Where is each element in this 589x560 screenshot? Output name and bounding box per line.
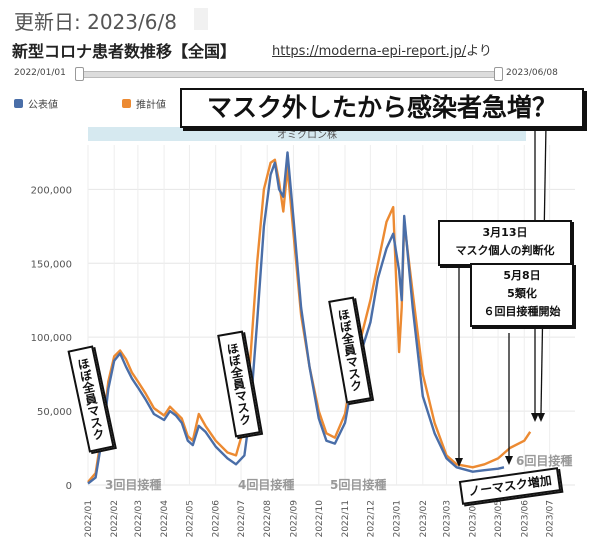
x-tick-label: 2022/12 bbox=[366, 500, 376, 537]
legend-label-estimated: 推計値 bbox=[136, 100, 166, 111]
page-title: 新型コロナ患者数推移【全国】 bbox=[12, 42, 237, 61]
x-tick-label: 2023/07 bbox=[546, 500, 556, 537]
y-tick-label: 200,000 bbox=[31, 185, 72, 196]
series-lines bbox=[87, 151, 532, 485]
x-tick-label: 2022/09 bbox=[289, 500, 299, 538]
x-tick-label: 2023/02 bbox=[419, 500, 429, 537]
dose4-label: 4回目接種 bbox=[238, 477, 294, 492]
blank-box bbox=[194, 8, 208, 30]
x-tick-label: 2023/01 bbox=[393, 500, 403, 537]
legend-swatch-estimated bbox=[122, 99, 131, 108]
y-tick-label: 100,000 bbox=[31, 333, 72, 344]
march13-callout: 3月13日 マスク個人の判断化 bbox=[438, 220, 572, 266]
dose-labels: 3回目接種 4回目接種 5回目接種 6回目接種 bbox=[105, 453, 572, 492]
range-end-label: 2023/06/08 bbox=[506, 68, 558, 78]
range-start-label: 2022/01/01 bbox=[14, 68, 66, 78]
x-tick-label: 2023/04 bbox=[469, 500, 479, 538]
x-tick-label: 2022/03 bbox=[134, 500, 144, 537]
source-attribution: https://moderna-epi-report.jp/より bbox=[272, 40, 492, 59]
range-start-handle[interactable] bbox=[75, 67, 84, 81]
x-tick-label: 2022/04 bbox=[160, 500, 170, 538]
y-axis: 0 50,000 100,000 150,000 200,000 bbox=[31, 185, 72, 492]
legend-swatch-official bbox=[14, 99, 23, 108]
x-tick-label: 2022/01 bbox=[84, 500, 94, 537]
updated-date: 更新日: 2023/6/8 bbox=[14, 10, 177, 34]
x-tick-label: 2022/10 bbox=[315, 500, 325, 538]
x-axis: 2022/01 2022/02 2022/03 2022/04 2022/05 2022/… bbox=[84, 500, 556, 538]
omicron-band-label: オミクロン株 bbox=[277, 128, 337, 141]
x-tick-label: 2022/05 bbox=[185, 500, 195, 537]
x-tick-label: 2023/03 bbox=[442, 500, 452, 537]
may8-callout: 5月8日 5類化 ６回目接種開始 bbox=[470, 263, 574, 327]
may8-line1: 5類化 bbox=[507, 287, 537, 300]
dose5-label: 5回目接種 bbox=[330, 477, 386, 492]
march13-date: 3月13日 bbox=[482, 226, 528, 239]
y-tick-label: 50,000 bbox=[37, 407, 72, 418]
legend-label-official: 公表値 bbox=[28, 100, 58, 111]
dose6-label: 6回目接種 bbox=[516, 453, 572, 468]
legend-item-estimated[interactable]: 推計値 bbox=[122, 96, 166, 111]
x-tick-label: 2022/11 bbox=[341, 500, 351, 537]
y-tick-label: 150,000 bbox=[31, 259, 72, 270]
x-tick-label: 2023/06 bbox=[520, 500, 530, 538]
x-tick-label: 2022/08 bbox=[263, 500, 273, 538]
y-tick-label: 0 bbox=[66, 481, 72, 492]
dose3-label: 3回目接種 bbox=[105, 477, 161, 492]
series-line-official bbox=[87, 151, 505, 485]
omicron-band bbox=[88, 127, 526, 141]
x-tick-label: 2022/02 bbox=[110, 500, 120, 537]
headline-callout: マスク外したから感染者急増？ bbox=[180, 88, 584, 128]
x-tick-label: 2022/07 bbox=[237, 500, 247, 537]
x-tick-label: 2023/05 bbox=[494, 500, 504, 537]
may8-date: 5月8日 bbox=[503, 269, 541, 282]
source-suffix: より bbox=[466, 44, 492, 59]
may8-line2: ６回目接種開始 bbox=[483, 305, 561, 318]
series-line-estimated bbox=[87, 158, 532, 483]
source-link[interactable]: https://moderna-epi-report.jp/ bbox=[272, 44, 467, 59]
x-tick-label: 2022/06 bbox=[212, 500, 222, 538]
march13-text: マスク個人の判断化 bbox=[455, 244, 555, 257]
legend-item-official[interactable]: 公表値 bbox=[14, 96, 58, 111]
range-end-handle[interactable] bbox=[494, 67, 503, 81]
